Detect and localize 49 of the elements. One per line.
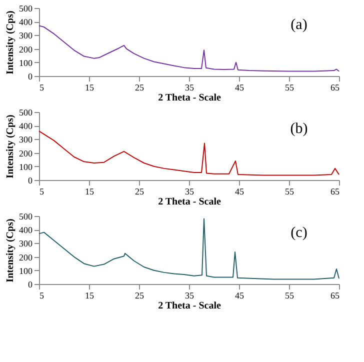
y-tick-label: 500 (19, 212, 33, 222)
line-series (38, 218, 340, 280)
y-tick-label: 300 (19, 134, 33, 145)
y-tick-label: 400 (19, 225, 33, 236)
x-tick-label: 15 (85, 82, 94, 92)
x-tick-label: 25 (135, 186, 144, 196)
y-tick-label: 100 (19, 58, 33, 68)
y-axis-title: Intensity (Cps) (5, 114, 16, 178)
y-tick-label: 500 (19, 108, 33, 118)
y-tick-label: 0 (28, 280, 33, 290)
annotation: (c) (290, 225, 308, 241)
x-axis-title: 2 Theta - Scale (158, 92, 222, 104)
x-tick-label: 55 (285, 290, 294, 300)
x-tick-label: 65 (330, 290, 340, 300)
y-tick-label: 400 (19, 121, 33, 132)
x-tick-label: 25 (135, 82, 144, 92)
x-tick-label: 55 (285, 186, 294, 196)
x-tick-label: 15 (85, 186, 94, 196)
y-tick-label: 200 (19, 252, 33, 262)
y-axis-title: Intensity (Cps) (5, 218, 16, 282)
x-tick-label: 65 (330, 82, 340, 92)
x-tick-label: 25 (135, 290, 144, 300)
x-tick-label: 55 (285, 82, 294, 92)
y-tick-label: 500 (19, 4, 33, 14)
x-axis-title: 2 Theta - Scale (158, 300, 222, 312)
y-tick-label: 0 (28, 176, 33, 186)
x-tick-label: 5 (40, 186, 44, 196)
x-tick-label: 45 (235, 186, 244, 196)
y-axis-title: Intensity (Cps) (5, 10, 16, 74)
x-tick-label: 5 (40, 290, 44, 300)
x-tick-label: 45 (235, 82, 244, 92)
y-tick-label: 400 (19, 17, 33, 28)
y-tick-label: 0 (28, 72, 33, 82)
x-tick-label: 5 (40, 82, 44, 92)
y-tick-label: 200 (19, 44, 33, 54)
x-tick-label: 15 (85, 290, 94, 300)
y-tick-label: 100 (19, 266, 33, 276)
x-tick-label: 65 (330, 186, 340, 196)
y-tick-label: 200 (19, 148, 33, 158)
x-tick-label: 45 (235, 290, 244, 300)
y-tick-label: 300 (19, 30, 33, 41)
x-tick-label: 35 (185, 82, 194, 92)
x-tick-label: 35 (185, 186, 194, 196)
x-axis-title: 2 Theta - Scale (158, 196, 222, 208)
x-tick-label: 35 (185, 290, 194, 300)
y-tick-label: 100 (19, 162, 33, 172)
annotation: (a) (290, 17, 308, 33)
annotation: (b) (290, 121, 308, 137)
y-tick-label: 300 (19, 238, 33, 249)
